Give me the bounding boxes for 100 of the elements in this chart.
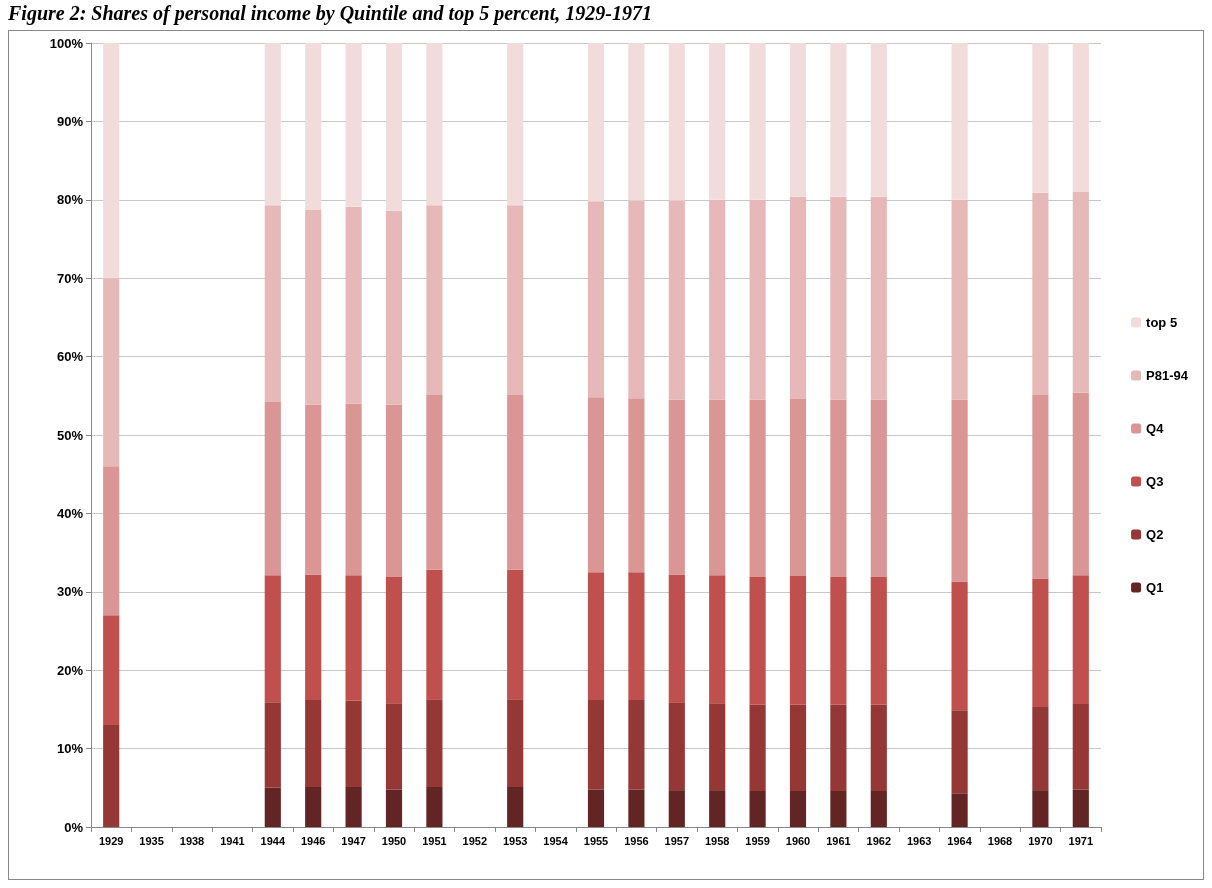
- bar: [668, 200, 685, 400]
- legend-label: top 5: [1146, 315, 1178, 330]
- bar: [628, 699, 645, 790]
- bar: [426, 43, 443, 206]
- bar: [749, 576, 766, 705]
- bar: [587, 699, 605, 790]
- x-tick-label: 1938: [179, 834, 205, 847]
- bar: [426, 205, 443, 396]
- bar: [830, 196, 847, 400]
- bar: [668, 574, 685, 703]
- x-tick-label: 1961: [826, 834, 851, 847]
- bar: [345, 700, 362, 788]
- bar: [345, 575, 362, 701]
- bar: [385, 43, 403, 211]
- bar: [1072, 789, 1089, 827]
- bar: [507, 569, 524, 700]
- bar: [789, 704, 807, 791]
- legend-label: Q3: [1146, 474, 1164, 489]
- bar: [345, 43, 362, 207]
- bar: [628, 572, 645, 700]
- x-tick-label: 1954: [543, 834, 569, 847]
- x-tick-label: 1963: [906, 834, 932, 847]
- bar: [103, 278, 120, 467]
- bar: [1032, 192, 1049, 396]
- bar: [951, 793, 968, 827]
- bar: [789, 576, 807, 705]
- bar: [749, 790, 766, 827]
- y-tick-label: 80%: [56, 192, 84, 208]
- bar: [305, 43, 322, 210]
- bar: [1072, 43, 1089, 192]
- bar: [264, 575, 281, 703]
- bar: [103, 725, 120, 827]
- bar: [789, 790, 807, 827]
- bar: [426, 787, 443, 827]
- bar: [305, 209, 322, 405]
- x-tick-label: 1935: [139, 834, 164, 847]
- bar: [1032, 43, 1049, 193]
- bar: [709, 399, 726, 576]
- y-tick-label: 40%: [56, 505, 84, 521]
- legend-label: Q2: [1146, 527, 1164, 542]
- bar: [628, 398, 645, 573]
- bar: [1072, 703, 1089, 790]
- bar: [587, 789, 605, 827]
- bar: [951, 710, 968, 794]
- x-tick-label: 1960: [785, 834, 811, 847]
- x-tick-label: 1947: [341, 834, 366, 847]
- x-tick-label: 1956: [624, 834, 649, 847]
- x-tick-label: 1941: [220, 834, 245, 847]
- x-tick-label: 1950: [381, 834, 407, 847]
- bar: [1032, 707, 1049, 791]
- bar: [668, 702, 685, 791]
- legend-label: P81-94: [1146, 368, 1189, 383]
- bar: [587, 397, 605, 573]
- x-tick-label: 1955: [583, 834, 609, 847]
- y-tick-label: 30%: [56, 584, 84, 600]
- bar: [830, 43, 847, 197]
- x-tick-label: 1946: [300, 834, 326, 847]
- legend-label: Q4: [1146, 421, 1165, 436]
- bar: [1032, 790, 1049, 827]
- bar: [305, 787, 322, 827]
- y-tick-label: 70%: [56, 270, 84, 286]
- bar: [709, 703, 726, 791]
- bar: [668, 399, 685, 575]
- bar: [305, 574, 322, 700]
- bar: [628, 789, 645, 827]
- x-tick-label: 1951: [422, 834, 447, 847]
- bar: [385, 404, 403, 577]
- x-tick-label: 1968: [987, 834, 1013, 847]
- bar: [264, 402, 281, 576]
- bar: [749, 199, 766, 400]
- bar: [264, 43, 281, 206]
- bar: [951, 43, 968, 200]
- bar: [830, 399, 847, 577]
- bar: [426, 699, 443, 788]
- chart-title: Figure 2: Shares of personal income by Quintile and top 5 percent, 1929-1971: [8, 2, 652, 25]
- y-tick-label: 60%: [56, 349, 84, 365]
- bar: [668, 43, 685, 201]
- bar: [426, 395, 443, 570]
- y-tick-label: 10%: [56, 741, 84, 757]
- bar: [385, 576, 403, 704]
- bar: [1032, 578, 1049, 708]
- y-tick-label: 0%: [64, 819, 84, 835]
- bar: [507, 787, 524, 827]
- y-tick-label: 100%: [49, 35, 84, 51]
- bar: [951, 199, 968, 400]
- bar: [385, 703, 403, 790]
- bar: [789, 196, 807, 399]
- x-tick-label: 1944: [260, 834, 286, 847]
- bar: [830, 790, 847, 827]
- x-tick-label: 1953: [502, 834, 528, 847]
- bar: [870, 399, 887, 577]
- bar: [345, 403, 362, 576]
- bar: [830, 704, 847, 791]
- bar: [830, 576, 847, 705]
- bar: [870, 196, 887, 400]
- bar: [749, 399, 766, 577]
- bar: [507, 205, 524, 396]
- bar: [385, 210, 403, 405]
- legend-label: Q1: [1146, 580, 1164, 595]
- bar: [264, 787, 281, 827]
